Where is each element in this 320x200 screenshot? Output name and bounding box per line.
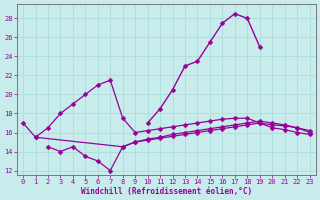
X-axis label: Windchill (Refroidissement éolien,°C): Windchill (Refroidissement éolien,°C) [81, 187, 252, 196]
